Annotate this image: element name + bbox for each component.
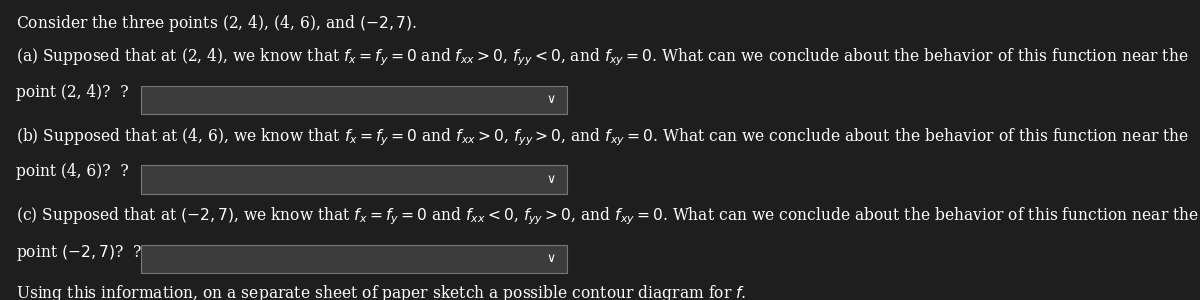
FancyBboxPatch shape	[142, 165, 568, 194]
FancyBboxPatch shape	[142, 85, 568, 114]
Text: ∨: ∨	[547, 252, 556, 265]
Text: (c) Supposed that at $(-2, 7)$, we know that $f_x = f_y = 0$ and $f_{xx} < 0$, $: (c) Supposed that at $(-2, 7)$, we know …	[16, 206, 1199, 227]
Text: point (2, 4)?  ?: point (2, 4)? ?	[16, 84, 128, 101]
FancyBboxPatch shape	[142, 244, 568, 273]
Text: ∨: ∨	[547, 173, 556, 186]
Text: (a) Supposed that at (2, 4), we know that $f_x = f_y = 0$ and $f_{xx} > 0$, $f_{: (a) Supposed that at (2, 4), we know tha…	[16, 46, 1188, 68]
Text: ∨: ∨	[547, 93, 556, 106]
Text: point (4, 6)?  ?: point (4, 6)? ?	[16, 164, 128, 181]
Text: (b) Supposed that at (4, 6), we know that $f_x = f_y = 0$ and $f_{xx} > 0$, $f_{: (b) Supposed that at (4, 6), we know tha…	[16, 126, 1189, 148]
Text: Consider the three points (2, 4), (4, 6), and $(-2, 7)$.: Consider the three points (2, 4), (4, 6)…	[16, 14, 418, 34]
Text: Using this information, on a separate sheet of paper sketch a possible contour d: Using this information, on a separate sh…	[16, 283, 746, 300]
Text: point $(-2, 7)$?  ?: point $(-2, 7)$? ?	[16, 243, 142, 263]
